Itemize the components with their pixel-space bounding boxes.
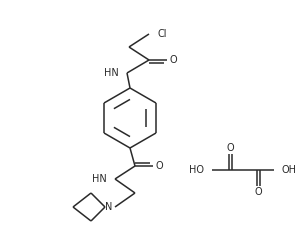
Text: N: N [105,202,113,212]
Text: O: O [169,55,177,65]
Text: Cl: Cl [157,29,167,39]
Text: HN: HN [104,68,119,78]
Text: O: O [226,143,234,153]
Text: O: O [254,187,262,197]
Text: OH: OH [282,165,297,175]
Text: HN: HN [92,174,107,184]
Text: O: O [155,161,163,171]
Text: HO: HO [189,165,204,175]
